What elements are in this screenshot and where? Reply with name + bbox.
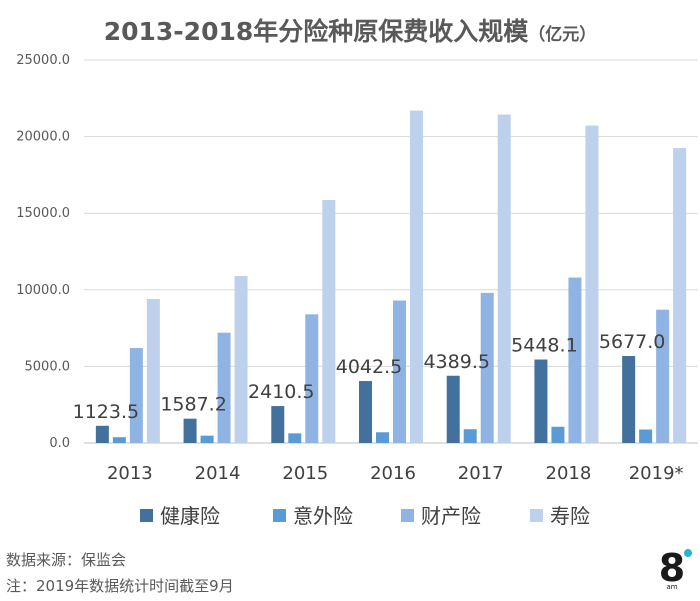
chart-title-text: 2013-2018年分险种原保费收入规模 — [103, 17, 529, 46]
bar-寿险-2013 — [146, 298, 160, 443]
x-tick-label: 2016 — [370, 463, 416, 484]
legend-swatch — [140, 509, 153, 522]
bar-健康险-2019* — [622, 356, 636, 443]
bar-意外险-2016 — [376, 432, 389, 443]
x-tick-label: 2018 — [546, 463, 592, 484]
chart-title: 2013-2018年分险种原保费收入规模（亿元） — [0, 12, 700, 48]
data-label: 1587.2 — [160, 394, 226, 416]
bar-财产险-2014 — [217, 332, 231, 443]
bar-健康险-2015 — [271, 406, 285, 443]
bar-意外险-2015 — [288, 433, 302, 443]
data-label: 4389.5 — [423, 351, 489, 373]
logo-subtext: am — [666, 583, 677, 591]
bar-寿险-2014 — [234, 276, 248, 443]
y-tick-label: 10000.0 — [16, 283, 70, 298]
legend-label: 财产险 — [421, 504, 481, 528]
bar-意外险-2017 — [463, 429, 477, 443]
bar-健康险-2014 — [183, 418, 197, 443]
y-tick-label: 25000.0 — [16, 53, 70, 68]
bar-寿险-2016 — [410, 110, 423, 443]
x-tick-label: 2013 — [107, 463, 153, 484]
bar-财产险-2019* — [656, 309, 670, 443]
data-label: 2410.5 — [248, 381, 314, 403]
bar-财产险-2013 — [129, 348, 143, 443]
brand-logo: 8 am — [660, 546, 692, 591]
legend-label: 意外险 — [293, 504, 353, 528]
bar-健康险-2016 — [359, 381, 372, 443]
legend-label: 健康险 — [160, 504, 220, 528]
x-tick-label: 2014 — [195, 463, 241, 484]
footnote: 注：2019年数据统计时间截至9月 — [6, 577, 234, 595]
bar-寿险-2017 — [497, 114, 511, 444]
y-tick-label: 15000.0 — [16, 206, 70, 221]
bar-财产险-2018 — [568, 277, 582, 443]
bar-财产险-2016 — [393, 300, 406, 443]
y-axis-ticks: 0.0 5000.0 10000.0 15000.0 20000.0 25000.0 — [16, 53, 70, 451]
data-label: 5448.1 — [511, 335, 577, 357]
bar-健康险-2017 — [446, 375, 460, 443]
legend: 健康险 意外险 财产险 寿险 — [140, 504, 590, 528]
chart-unit: （亿元） — [528, 25, 597, 45]
bar-寿险-2019* — [673, 148, 687, 443]
bar-健康险-2018 — [534, 359, 548, 443]
bar-财产险-2017 — [480, 292, 494, 443]
x-axis-ticks: 2013 2014 2015 2016 2017 2018 2019* — [107, 463, 684, 484]
legend-swatch — [273, 509, 286, 522]
data-labels: 1123.5 1587.2 2410.5 4042.5 4389.5 5448.1 5677… — [73, 331, 666, 423]
bar-健康险-2013 — [95, 425, 109, 443]
bar-寿险-2018 — [585, 125, 599, 443]
source-note: 数据来源：保监会 — [6, 551, 127, 569]
bar-意外险-2013 — [112, 437, 126, 443]
data-label: 5677.0 — [599, 331, 665, 353]
data-label: 1123.5 — [73, 401, 139, 423]
legend-swatch — [401, 509, 414, 522]
bar-意外险-2014 — [200, 435, 214, 443]
y-tick-label: 5000.0 — [25, 359, 71, 374]
gridlines — [84, 59, 698, 444]
bars — [95, 110, 687, 444]
y-tick-label: 20000.0 — [16, 130, 70, 145]
x-tick-label: 2017 — [458, 463, 504, 484]
legend-swatch — [530, 509, 543, 522]
y-tick-label: 0.0 — [49, 436, 70, 451]
data-label: 4042.5 — [336, 356, 402, 378]
logo-dot — [684, 549, 692, 557]
bar-寿险-2015 — [322, 200, 336, 443]
logo-digit: 8 — [660, 546, 685, 590]
x-tick-label: 2015 — [282, 463, 328, 484]
x-tick-label: 2019* — [629, 463, 684, 484]
bar-财产险-2015 — [305, 314, 319, 443]
legend-label: 寿险 — [550, 504, 590, 528]
bar-意外险-2019* — [639, 429, 653, 443]
bar-意外险-2018 — [551, 426, 565, 443]
